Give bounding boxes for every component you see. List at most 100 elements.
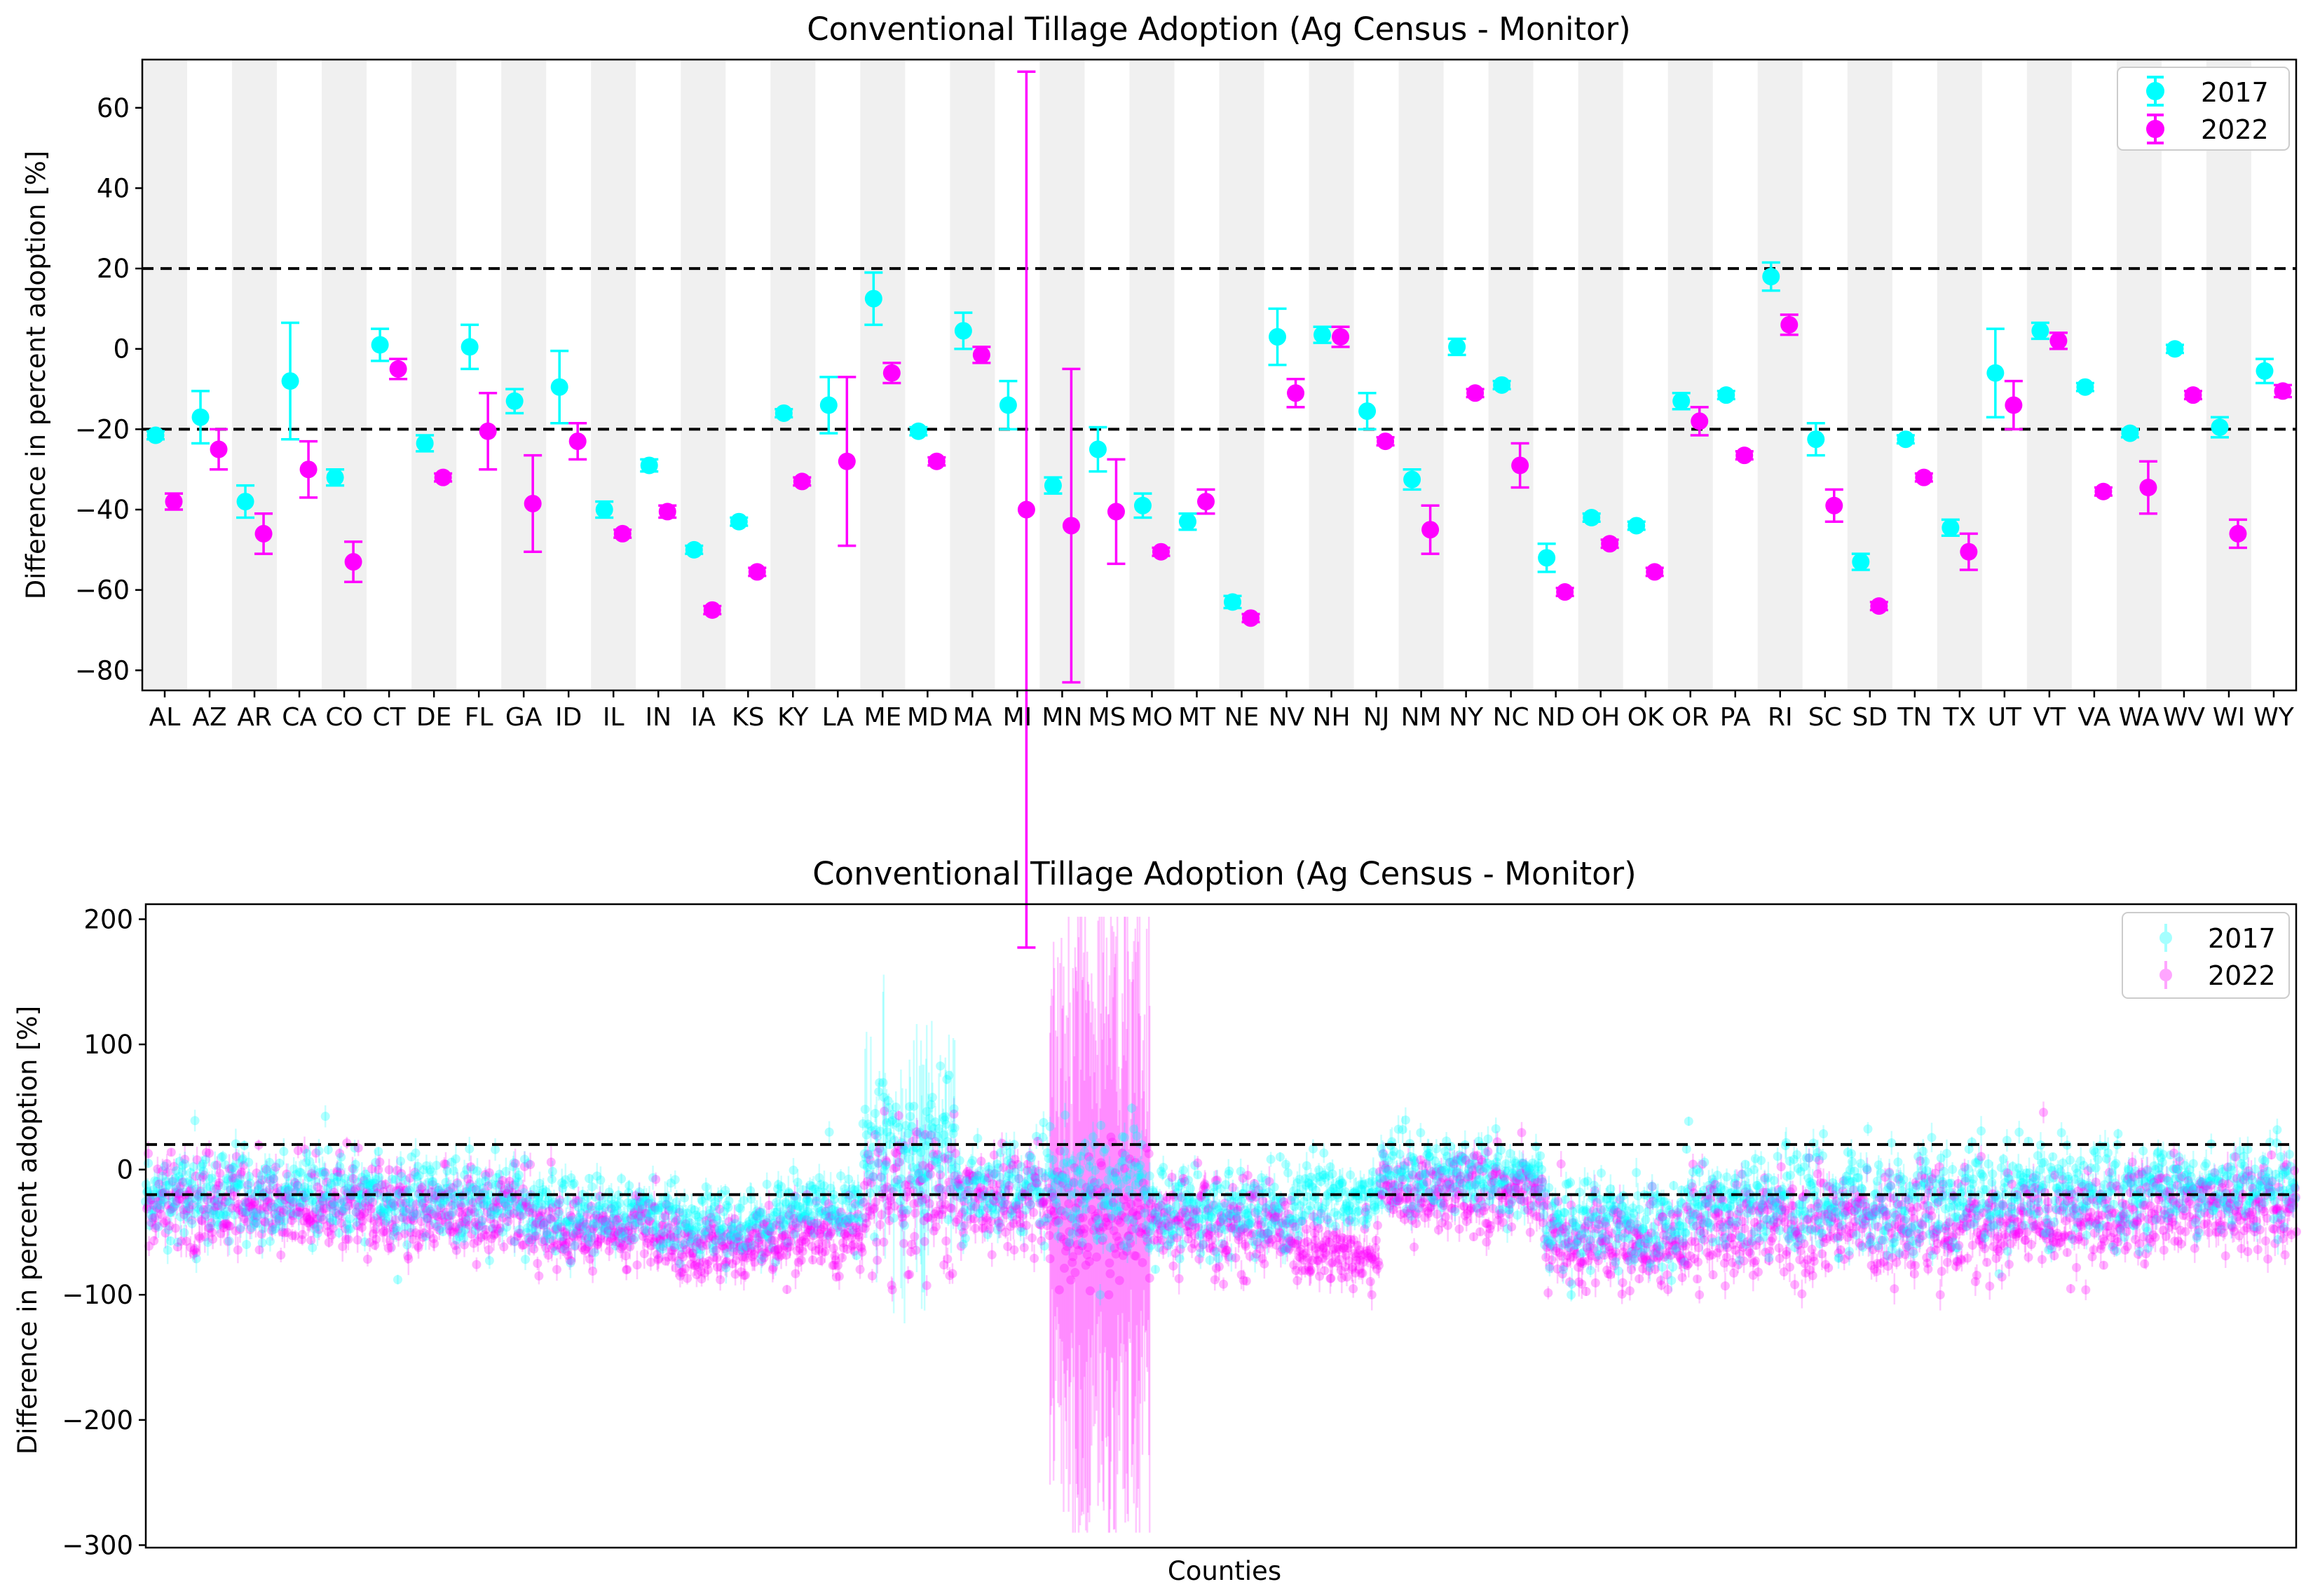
top-xtick-label-MT: MT	[1178, 703, 1216, 732]
top-ytick-label: 60	[97, 93, 130, 123]
top-xtick-label-VA: VA	[2077, 703, 2110, 732]
top-point-2017-NY	[1448, 338, 1466, 356]
top-point-2017-WV	[2166, 340, 2184, 358]
top-band	[1219, 60, 1264, 690]
top-ytick-label: −20	[75, 414, 130, 444]
top-point-2022-SC	[1825, 496, 1843, 514]
top-band	[1578, 60, 1623, 690]
top-band	[2206, 60, 2251, 690]
top-point-2022-IL	[613, 524, 632, 543]
top-chart-title: Conventional Tillage Adoption (Ag Census…	[807, 11, 1631, 48]
top-point-2017-RI	[1762, 268, 1780, 286]
top-band	[1667, 60, 1713, 690]
top-point-2022-NE	[1242, 609, 1260, 627]
top-point-2017-SC	[1807, 430, 1825, 449]
top-plot-frame	[141, 58, 2298, 692]
top-band	[411, 60, 457, 690]
top-point-2017-PA	[1717, 386, 1735, 404]
top-point-2022-UT	[2005, 396, 2023, 414]
top-point-2022-AR	[254, 524, 273, 543]
top-point-2017-WY	[2256, 362, 2274, 380]
top-point-2017-AR	[236, 493, 254, 511]
top-xtick-label-SD: SD	[1852, 703, 1888, 732]
top-band	[1398, 60, 1444, 690]
top-point-2017-LA	[819, 396, 838, 414]
top-point-2017-ME	[864, 289, 882, 308]
top-xtick-label-PA: PA	[1720, 703, 1751, 732]
top-point-2022-VT	[2049, 332, 2068, 350]
top-point-2017-CO	[326, 468, 344, 486]
top-xtick-label-TN: TN	[1897, 703, 1932, 732]
top-band	[950, 60, 995, 690]
top-xtick-label-MS: MS	[1088, 703, 1126, 732]
top-xtick-label-NH: NH	[1313, 703, 1351, 732]
top-xtick-label-ID: ID	[555, 703, 582, 732]
top-point-2017-OK	[1628, 517, 1646, 535]
top-point-2017-MA	[954, 322, 972, 340]
top-band	[591, 60, 636, 690]
top-point-2022-NV	[1287, 384, 1305, 402]
top-point-2017-WI	[2211, 418, 2229, 437]
top-point-2022-OK	[1646, 563, 1664, 581]
top-point-2017-TX	[1942, 519, 1960, 537]
top-xtick-label-OK: OK	[1628, 703, 1665, 732]
top-point-2022-WV	[2184, 386, 2202, 404]
top-xtick-label-AZ: AZ	[192, 703, 226, 732]
top-point-2017-FL	[460, 338, 479, 356]
top-legend: 2017 2022	[2117, 67, 2290, 151]
top-point-2022-MT	[1196, 493, 1215, 511]
top-point-2022-NC	[1511, 456, 1529, 475]
top-xtick-label-WY: WY	[2253, 703, 2295, 732]
top-point-2022-WA	[2139, 479, 2157, 497]
top-point-2022-FL	[479, 422, 497, 440]
top-xtick-label-MA: MA	[953, 703, 992, 732]
top-point-2022-WY	[2274, 382, 2292, 400]
top-band	[142, 60, 188, 690]
top-band	[1309, 60, 1354, 690]
top-xtick-label-IL: IL	[603, 703, 625, 732]
top-xtick-label-AR: AR	[237, 703, 272, 732]
top-band	[681, 60, 726, 690]
top-ytick-label: 0	[113, 334, 130, 364]
top-xtick-label-IA: IA	[691, 703, 716, 732]
top-point-2017-MI	[999, 396, 1017, 414]
top-point-2017-AL	[146, 426, 165, 444]
top-chart: −80 −60 −40 −20 0 20 40 60 AL AZ AR CA CO CT DE FL GA ID…	[21, 11, 2298, 949]
top-xtick-label-OH: OH	[1581, 703, 1620, 732]
top-legend-label-2022: 2022	[2201, 114, 2269, 145]
top-point-2022-ND	[1556, 583, 1574, 601]
top-xtick-label-CA: CA	[282, 703, 317, 732]
top-xtick-label-ME: ME	[864, 703, 901, 732]
top-point-2022-CO	[344, 553, 362, 571]
top-point-2022-KY	[793, 472, 811, 491]
top-xtick-label-CT: CT	[373, 703, 407, 732]
top-band	[232, 60, 278, 690]
top-xtick-label-NY: NY	[1449, 703, 1484, 732]
top-point-2017-MO	[1133, 496, 1152, 514]
top-xtick-label-MN: MN	[1042, 703, 1082, 732]
top-xtick-label-NV: NV	[1269, 703, 1305, 732]
top-point-2017-GA	[505, 392, 524, 410]
top-point-2022-RI	[1780, 315, 1799, 334]
top-point-2022-AZ	[210, 440, 228, 458]
top-xtick-label-DE: DE	[416, 703, 451, 732]
top-point-2022-CA	[299, 461, 318, 479]
top-point-2022-CT	[389, 360, 407, 378]
top-point-2017-KS	[730, 512, 748, 531]
top-band	[1039, 60, 1085, 690]
top-xtick-label-ND: ND	[1536, 703, 1575, 732]
top-xtick-label-KS: KS	[732, 703, 764, 732]
top-point-2022-VA	[2094, 482, 2113, 500]
top-legend-marker-2022	[2146, 114, 2164, 144]
top-point-2022-GA	[524, 494, 542, 512]
top-point-2022-DE	[434, 468, 452, 486]
top-point-2017-VA	[2076, 378, 2094, 396]
top-point-2022-MO	[1152, 543, 1170, 561]
top-point-2017-IL	[595, 500, 613, 519]
top-point-2017-AZ	[191, 408, 210, 426]
top-point-2017-NJ	[1358, 402, 1377, 421]
top-point-2022-MA	[972, 346, 990, 364]
top-xtick-label-GA: GA	[505, 703, 543, 732]
top-xtick-label-NC: NC	[1493, 703, 1529, 732]
